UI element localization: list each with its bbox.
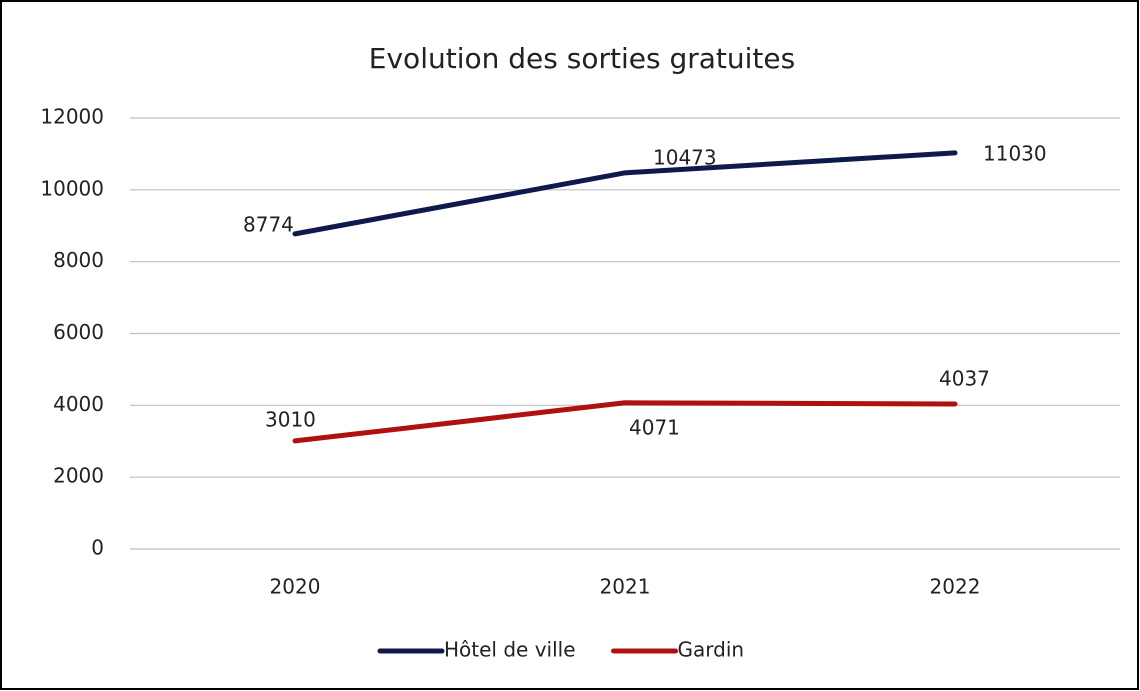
data-label: 4037 (939, 367, 990, 391)
legend-label: Hôtel de ville (444, 638, 576, 662)
y-tick-label: 4000 (53, 392, 104, 416)
y-tick-label: 2000 (53, 464, 104, 488)
y-tick-label: 12000 (40, 105, 104, 129)
x-tick-label: 2020 (270, 575, 321, 599)
data-label: 8774 (243, 212, 294, 236)
y-tick-label: 6000 (53, 320, 104, 344)
chart-title: Evolution des sorties gratuites (369, 42, 795, 75)
data-label: 4071 (629, 415, 680, 439)
x-tick-label: 2022 (930, 575, 981, 599)
y-tick-label: 8000 (53, 248, 104, 272)
data-label: 11030 (983, 141, 1047, 165)
series-line (292, 400, 958, 444)
data-label: 3010 (265, 407, 316, 431)
y-tick-label: 10000 (40, 176, 104, 200)
x-tick-label: 2021 (600, 575, 651, 599)
data-label: 10473 (653, 145, 717, 169)
y-tick-label: 0 (91, 536, 104, 560)
series-line (292, 150, 958, 237)
legend-label: Gardin (678, 638, 745, 662)
